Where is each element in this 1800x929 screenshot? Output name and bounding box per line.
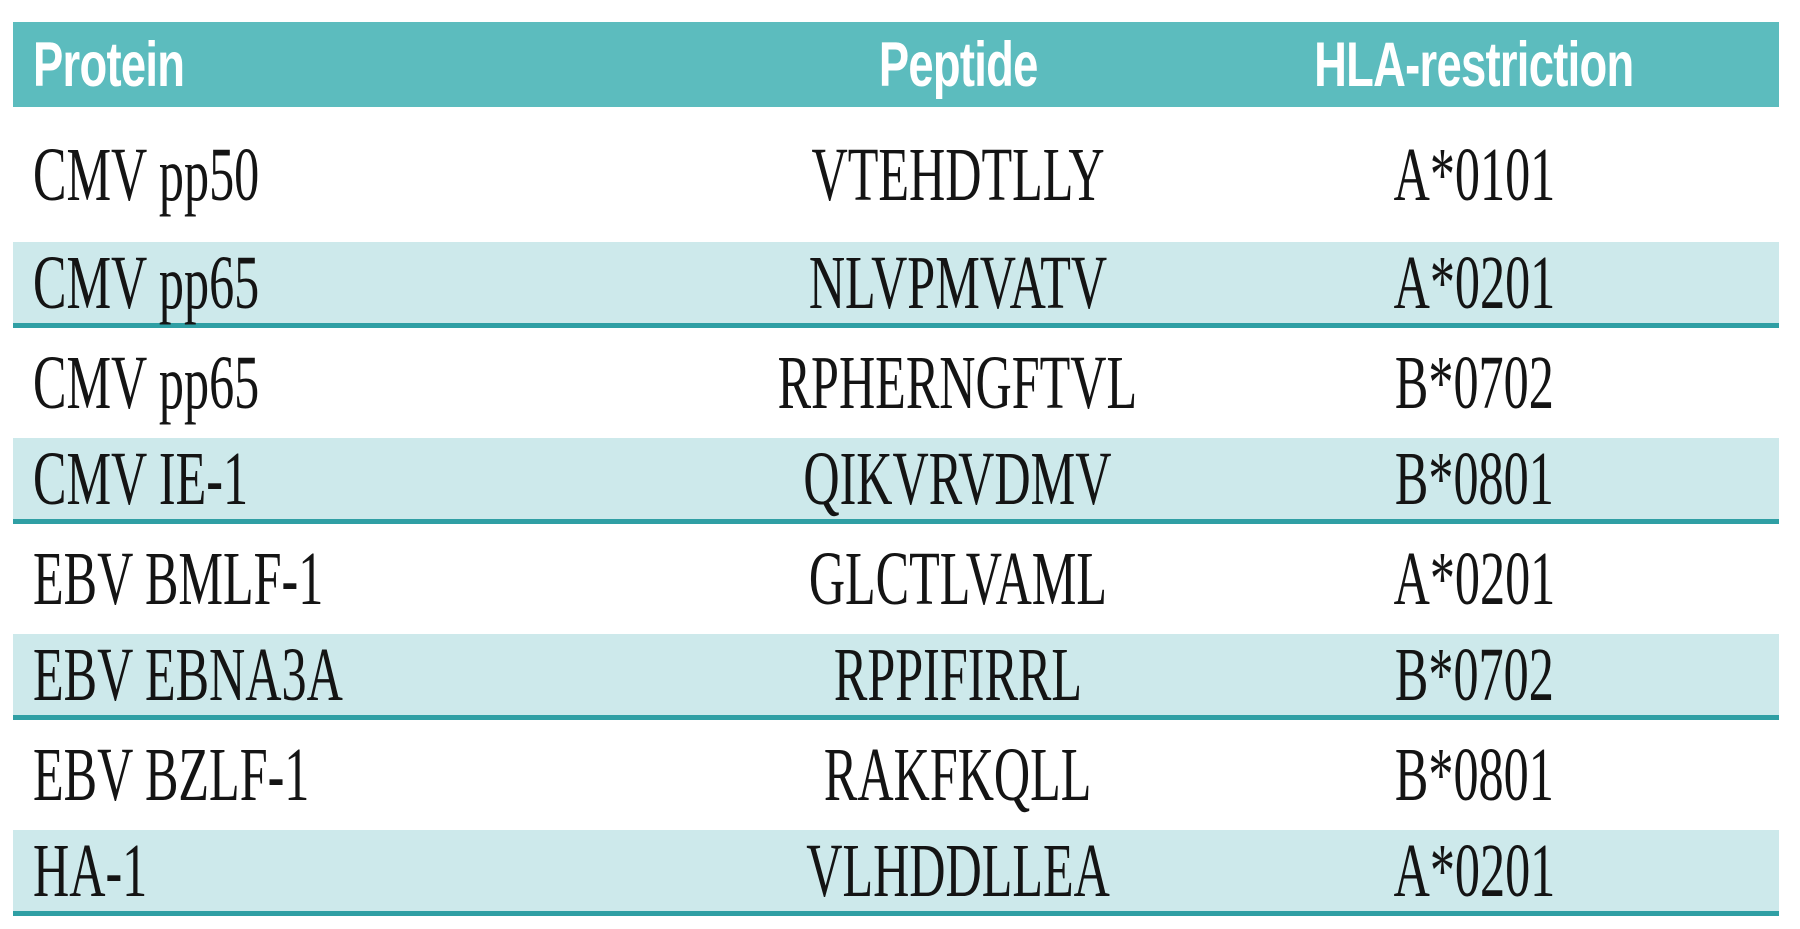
hla-cell: A*0201 — [1249, 541, 1779, 617]
peptide-value: NLVPMVATV — [808, 240, 1107, 325]
peptide-value: VLHDDLLEA — [805, 828, 1110, 913]
hla-value: A*0101 — [1393, 132, 1555, 217]
peptide-cell: QIKVRVDMV — [666, 441, 1249, 517]
peptide-cell: VTEHDTLLY — [666, 137, 1249, 213]
table-row: EBV EBNA3A RPPIFIRRL B*0702 — [13, 634, 1779, 720]
column-header-protein: Protein — [13, 29, 666, 101]
table-row: CMV pp65 RPHERNGFTVL B*0702 — [13, 328, 1779, 438]
peptide-cell: RAKFKQLL — [666, 737, 1249, 813]
protein-value: CMV pp65 — [33, 240, 260, 325]
peptide-value: VTEHDTLLY — [811, 132, 1105, 217]
table-row: CMV pp65 NLVPMVATV A*0201 — [13, 242, 1779, 328]
peptide-cell: RPHERNGFTVL — [666, 345, 1249, 421]
peptide-value: GLCTLVAML — [808, 537, 1107, 621]
table-row: CMV IE-1 QIKVRVDMV B*0801 — [13, 438, 1779, 524]
peptide-cell: RPPIFIRRL — [666, 637, 1249, 713]
peptide-value: QIKVRVDMV — [803, 436, 1112, 521]
hla-cell: B*0702 — [1249, 637, 1779, 713]
protein-cell: HA-1 — [13, 833, 666, 909]
table-row: EBV BZLF-1 RAKFKQLL B*0801 — [13, 720, 1779, 830]
protein-value: HA-1 — [33, 828, 148, 913]
peptide-cell: NLVPMVATV — [666, 245, 1249, 321]
peptide-cell: VLHDDLLEA — [666, 833, 1249, 909]
column-header-peptide: Peptide — [666, 29, 1249, 101]
hla-value: B*0801 — [1394, 733, 1554, 817]
hla-cell: B*0801 — [1249, 737, 1779, 813]
peptide-value: RPPIFIRRL — [833, 632, 1082, 717]
protein-value: CMV pp50 — [33, 132, 260, 217]
protein-cell: EBV EBNA3A — [13, 637, 666, 713]
table-header-row: Protein Peptide HLA-restriction — [13, 22, 1779, 107]
protein-cell: CMV pp50 — [13, 137, 666, 213]
protein-cell: CMV pp65 — [13, 345, 666, 421]
column-header-hla-label: HLA-restriction — [1314, 29, 1634, 100]
table-row: HA-1 VLHDDLLEA A*0201 — [13, 830, 1779, 916]
column-header-hla: HLA-restriction — [1249, 29, 1779, 101]
table-row: EBV BMLF-1 GLCTLVAML A*0201 — [13, 524, 1779, 634]
column-header-protein-label: Protein — [33, 29, 185, 100]
peptide-value: RAKFKQLL — [824, 733, 1092, 817]
hla-cell: A*0201 — [1249, 245, 1779, 321]
protein-value: CMV pp65 — [33, 341, 260, 425]
hla-value: A*0201 — [1393, 240, 1555, 325]
hla-value: B*0801 — [1394, 436, 1554, 521]
hla-value: B*0702 — [1394, 632, 1554, 717]
peptide-hla-table: Protein Peptide HLA-restriction CMV pp50… — [13, 22, 1779, 916]
protein-value: CMV IE-1 — [33, 436, 249, 521]
hla-cell: A*0101 — [1249, 137, 1779, 213]
hla-value: B*0702 — [1394, 341, 1554, 425]
peptide-value: RPHERNGFTVL — [778, 341, 1138, 425]
protein-cell: EBV BMLF-1 — [13, 541, 666, 617]
protein-cell: CMV pp65 — [13, 245, 666, 321]
hla-value: A*0201 — [1393, 828, 1555, 913]
protein-cell: CMV IE-1 — [13, 441, 666, 517]
protein-cell: EBV BZLF-1 — [13, 737, 666, 813]
hla-cell: B*0801 — [1249, 441, 1779, 517]
hla-cell: B*0702 — [1249, 345, 1779, 421]
peptide-cell: GLCTLVAML — [666, 541, 1249, 617]
hla-cell: A*0201 — [1249, 833, 1779, 909]
protein-value: EBV EBNA3A — [33, 632, 343, 717]
column-header-peptide-label: Peptide — [878, 29, 1038, 100]
hla-value: A*0201 — [1393, 537, 1555, 621]
table-row: CMV pp50 VTEHDTLLY A*0101 — [13, 107, 1779, 242]
protein-value: EBV BMLF-1 — [33, 537, 324, 621]
protein-value: EBV BZLF-1 — [33, 733, 310, 817]
